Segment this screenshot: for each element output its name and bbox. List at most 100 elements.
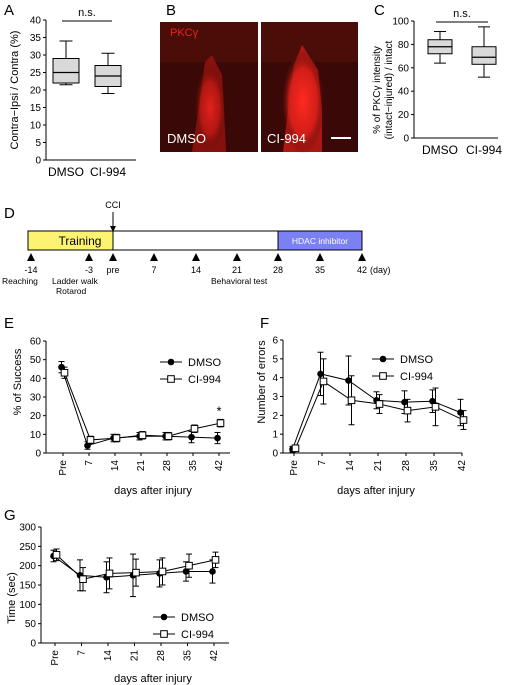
note-reaching: Reaching [2,276,38,286]
training-label: Training [59,234,102,248]
data-point-ci-994 [459,416,468,424]
y-tick-label: 0 [403,134,409,145]
x-tick-label: 42 [214,460,225,472]
y-tick-label: 50 [25,619,37,630]
legend-label: CI-994 [400,371,433,383]
xlabel-e: days after injury [114,485,192,497]
timeline-tick-label: 28 [273,265,283,275]
y-tick-label: 200 [19,561,36,572]
panel-b: B PKCγ DMSO CI-994 [160,2,358,154]
timeline-marker [27,253,35,261]
panel-letter-e: E [4,315,14,332]
legend-marker [379,355,387,363]
x-tick-label: Pre [50,650,61,666]
x-tick-label: 7 [84,460,95,466]
y-tick-label: 100 [392,17,409,28]
y-tick-label: 0 [272,449,278,460]
y-tick-label: 20 [30,411,42,422]
data-point-ci-994 [105,569,114,578]
y-tick-label: 250 [19,542,36,553]
panel-letter-a: A [4,2,14,19]
ylabel-f: Number of errors [256,340,268,424]
y-tick-label: 25 [30,68,42,79]
y-tick-label: 35 [30,33,42,44]
data-point-ci-994 [190,424,199,433]
y-tick-label: 40 [398,87,410,98]
category-label: CI-994 [90,165,126,179]
y-tick-label: 3 [272,392,278,403]
y-tick-label: 150 [19,581,36,592]
significance-label: n.s. [453,8,471,20]
data-point-dmso [345,377,352,384]
x-tick-label: 35 [429,460,440,472]
y-tick-label: 80 [398,40,410,51]
x-tick-label: 35 [183,650,194,662]
y-tick-label: 50 [30,355,42,366]
legend-marker [167,375,175,383]
xlabel-g: days after injury [114,673,192,685]
y-tick-label: 6 [272,336,278,347]
timeline-tick-label: 21 [232,265,242,275]
data-point-ci-994 [319,377,328,386]
data-point-ci-994 [216,419,225,427]
x-tick-label: 21 [373,460,384,472]
y-tick-label: 15 [30,103,42,114]
x-tick-label: 14 [345,460,356,472]
x-tick-label: 21 [130,650,141,662]
timeline-marker [274,253,282,261]
panel-letter-f: F [260,315,269,332]
legend-marker [167,358,175,366]
legend-label: DMSO [181,612,214,624]
cci-label: CCI [105,200,121,210]
recovery-bar [112,230,279,251]
y-tick-label: 5 [35,138,41,149]
data-point-ci-994 [86,436,95,444]
x-tick-label: 42 [209,650,220,662]
data-point-ci-994 [60,368,69,377]
data-point-ci-994 [52,551,61,559]
y-tick-label: 10 [30,430,42,441]
y-tick-label: 30 [30,393,42,404]
data-point-ci-994 [132,568,140,577]
category-label: CI-994 [466,143,502,157]
note-rotarod: Rotarod [56,286,87,296]
x-tick-label: Pre [58,460,69,476]
x-tick-label: 14 [103,650,114,662]
data-point-ci-994 [79,575,87,584]
micrograph-label-dmso: DMSO [167,131,206,146]
box [471,46,497,65]
data-point-dmso [209,568,216,575]
y-tick-label: 1 [272,430,278,441]
y-tick-label: 4 [272,373,278,384]
y-tick-label: 30 [30,51,42,62]
xlabel-f: days after injury [337,485,415,497]
panel-g: G 0 50 100 150 200 250 300 Pre 7 14 21 28 35 42 DMSO CI… [4,507,229,685]
line-chart-g: 0 50 100 150 200 250 300 Pre 7 14 21 28 35 42 DMSO CI-9… [19,523,229,666]
data-point-dmso [401,398,408,406]
significance-star: * [216,403,221,418]
panel-f: F 0 1 2 3 4 5 6 Pre 7 14 21 28 35 42 DMSO CI-994 Number… [256,315,468,497]
line-chart-f: 0 1 2 3 4 5 6 Pre 7 14 21 28 35 42 DMSO CI-994 [272,336,468,476]
hdac-bar [277,230,363,251]
data-point-dmso [214,434,221,442]
panel-d: D CCI Training HDAC inhibitor -14 -3 pre 7 1… [2,200,391,296]
data-point-ci-994 [138,431,147,440]
y-tick-label: 0 [35,156,41,167]
micrograph-dmso: PKCγ DMSO [160,22,258,152]
micrograph-ci994: CI-994 [261,22,358,154]
y-tick-label: 10 [30,121,42,132]
panel-letter-d: D [4,205,15,222]
legend-label: CI-994 [181,629,214,641]
x-tick-label: 28 [162,460,173,472]
timeline-tick-label: 14 [191,265,201,275]
panel-a: A 0 5 10 15 20 25 30 35 40 DMSO CI-994 n.s. Contra−… [4,2,136,179]
y-tick-label: 20 [398,110,410,121]
timeline-tick-label: -3 [85,265,93,275]
timeline-ticks: -14 -3 pre 7 14 21 28 35 42 (day) [24,253,391,275]
legend-label: CI-994 [188,374,221,386]
legend-label: DMSO [400,354,433,366]
note-behavioral-test: Behavioral test [211,276,268,286]
data-point-ci-994 [291,444,300,453]
significance-label: n.s. [78,7,96,19]
